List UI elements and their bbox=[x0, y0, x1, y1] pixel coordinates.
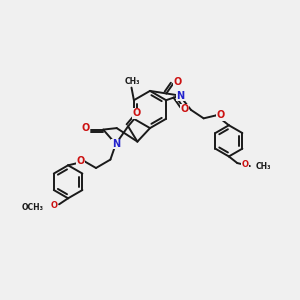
Text: N: N bbox=[112, 139, 120, 149]
Text: O: O bbox=[51, 201, 58, 210]
Text: N: N bbox=[176, 91, 184, 100]
Text: OCH₃: OCH₃ bbox=[22, 203, 44, 212]
Text: O: O bbox=[76, 156, 85, 167]
Text: CH₃: CH₃ bbox=[125, 77, 140, 86]
Text: CH₃: CH₃ bbox=[256, 162, 272, 171]
Text: O: O bbox=[242, 160, 249, 169]
Text: O: O bbox=[181, 104, 189, 114]
Text: O: O bbox=[173, 77, 181, 87]
Text: O: O bbox=[82, 123, 90, 134]
Text: O: O bbox=[216, 110, 225, 120]
Text: O: O bbox=[133, 108, 141, 118]
